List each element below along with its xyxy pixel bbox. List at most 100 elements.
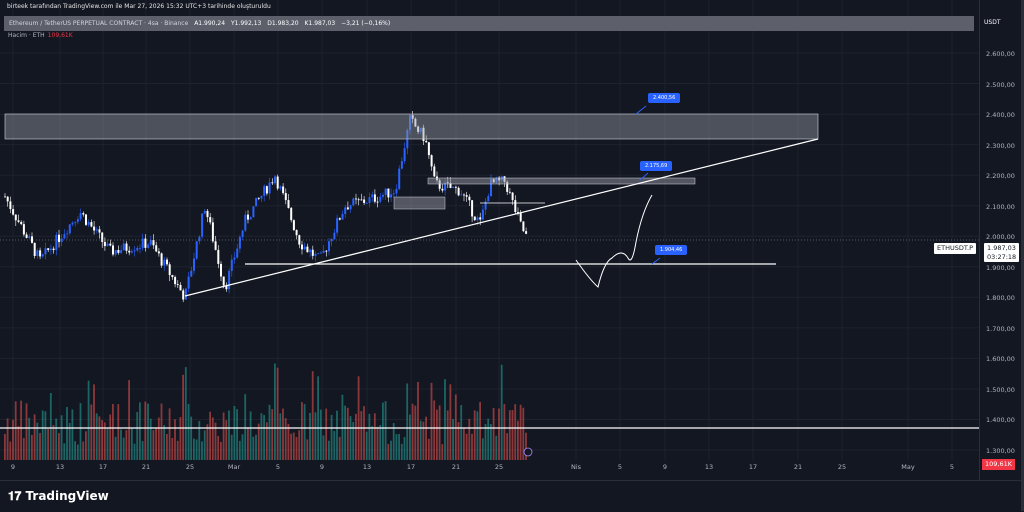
volume-bar: [98, 416, 101, 460]
volume-bar: [155, 427, 157, 460]
candle: [230, 259, 233, 271]
volume-bar: [414, 405, 417, 460]
volume-bar: [195, 439, 198, 460]
candle: [419, 127, 422, 132]
time-tick: 25: [185, 463, 195, 471]
volume-bar: [225, 420, 228, 460]
volume-bar: [274, 363, 276, 460]
candle: [14, 214, 17, 221]
symbol-legend[interactable]: Ethereum / TetherUS PERPETUAL CONTRACT ·…: [4, 16, 974, 31]
candle: [508, 191, 511, 193]
candle: [282, 186, 285, 194]
annotation-label[interactable]: 2.175,69: [640, 161, 673, 171]
candle: [325, 250, 328, 252]
candle: [422, 127, 425, 141]
currency-label[interactable]: USDT: [984, 19, 1001, 26]
volume-bar: [284, 418, 287, 460]
volume-bar: [82, 441, 85, 460]
volume-bar: [376, 426, 379, 460]
annotation-label[interactable]: 2.400,56: [648, 93, 681, 103]
volume-bar: [76, 444, 79, 460]
price-axis[interactable]: USDT 1.987,03 03:27:18 109,61K 2.600,00 2.…: [979, 0, 1024, 480]
volume-bar: [203, 430, 206, 460]
candle: [247, 214, 249, 220]
volume-bar: [198, 421, 201, 460]
candle: [60, 238, 63, 243]
volume-bar: [298, 430, 301, 460]
volume-bar: [52, 425, 55, 460]
candle: [201, 213, 204, 237]
candle: [228, 270, 231, 290]
candle: [398, 168, 401, 189]
volume-bar: [287, 423, 290, 460]
candle: [284, 193, 287, 201]
candle: [76, 219, 79, 222]
volume-bar: [500, 364, 503, 460]
time-tick: 13: [55, 463, 65, 471]
candle: [390, 194, 393, 198]
candle: [314, 253, 317, 256]
volume-bar: [17, 426, 20, 460]
volume-bar: [314, 412, 317, 460]
candle: [93, 226, 96, 231]
time-tick: 5: [275, 463, 281, 471]
candle: [444, 182, 447, 191]
volume-bar: [79, 403, 82, 460]
candle: [71, 222, 74, 225]
candle: [166, 259, 168, 265]
candle: [265, 186, 268, 194]
volume-bar: [368, 413, 371, 460]
candle: [52, 248, 55, 251]
volume-bar: [47, 428, 49, 460]
candle: [225, 285, 228, 290]
time-tick: 9: [319, 463, 325, 471]
price-tick: 1.700,00: [986, 324, 1015, 333]
candle: [449, 183, 452, 188]
trend-line: [184, 138, 819, 297]
volume-bar: [438, 405, 441, 460]
volume-bar: [295, 437, 298, 460]
right-border: [1021, 0, 1024, 511]
price-tick: 1.400,00: [986, 416, 1015, 425]
time-tick: 21: [793, 463, 803, 471]
candle: [33, 242, 36, 256]
candle: [279, 186, 282, 189]
volume-bar: [117, 404, 120, 460]
candle: [98, 229, 101, 233]
volume-bar: [371, 426, 373, 460]
volume-bar: [436, 409, 438, 460]
price-tick: 2.200,00: [986, 172, 1015, 181]
price-chart[interactable]: [0, 0, 980, 480]
volume-bar: [409, 414, 411, 460]
annotation-label[interactable]: 1.904,46: [655, 245, 688, 255]
candle: [41, 254, 44, 257]
candle: [55, 234, 58, 251]
candle: [58, 234, 60, 243]
volume-bar: [465, 433, 468, 460]
candle: [214, 241, 217, 250]
creation-note: birteek tarafından TradingView.com ile M…: [7, 3, 271, 10]
volume-bar: [144, 401, 147, 460]
volume-bar: [282, 408, 284, 460]
volume-legend[interactable]: Hacim · ETH 109,61K: [8, 32, 73, 39]
candle: [517, 212, 519, 214]
price-tick: 2.600,00: [986, 50, 1015, 58]
candle: [471, 200, 474, 217]
volume-bar: [236, 409, 238, 460]
volume-bar: [41, 410, 44, 460]
candle: [338, 218, 341, 220]
volume-bar: [247, 427, 249, 460]
candle: [454, 186, 457, 188]
candle: [217, 249, 220, 264]
volume-bar: [336, 410, 338, 460]
candle: [36, 250, 39, 256]
volume-bar: [179, 417, 182, 460]
tradingview-logo[interactable]: 𝟏𝟕 TradingView: [8, 489, 109, 503]
candle: [179, 284, 182, 291]
volume-bar: [58, 433, 60, 460]
price-tick: 1.900,00: [986, 263, 1015, 272]
candle: [328, 241, 330, 252]
candle: [409, 115, 411, 131]
volume-bar: [444, 379, 446, 460]
volume-bar: [411, 403, 414, 460]
